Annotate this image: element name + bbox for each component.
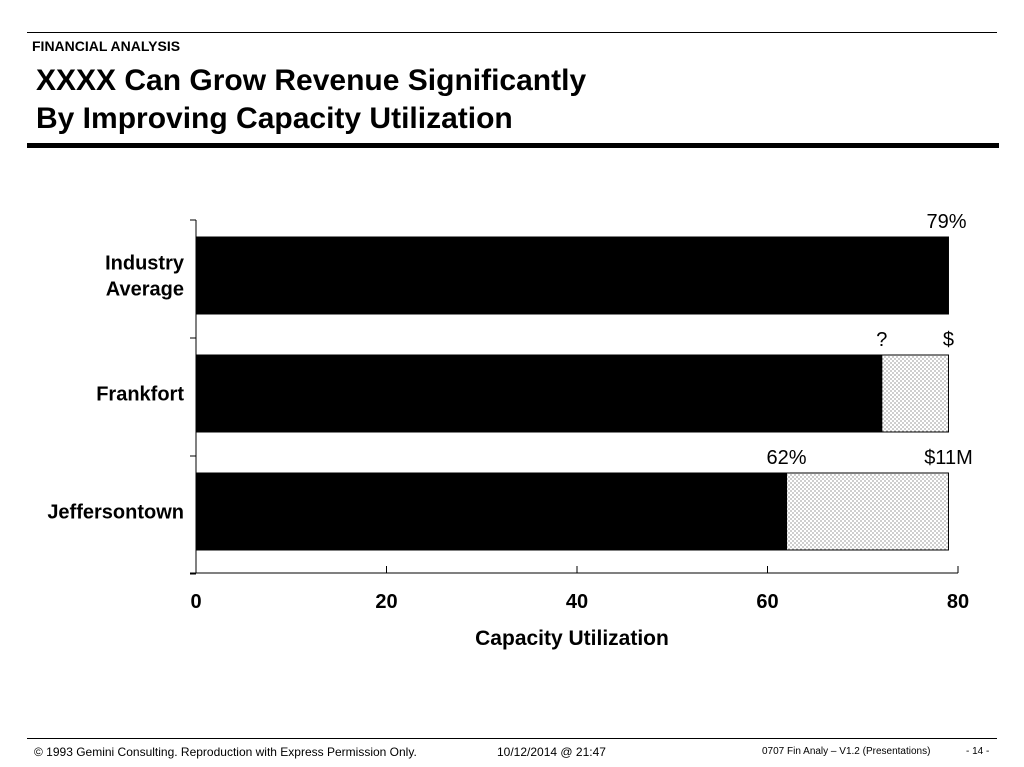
category-label: Average <box>106 279 184 301</box>
footer-rule <box>27 738 997 739</box>
footer-copyright: © 1993 Gemini Consulting. Reproduction w… <box>34 745 417 759</box>
footer-datetime: 10/12/2014 @ 21:47 <box>497 745 606 759</box>
category-label: Frankfort <box>96 384 184 406</box>
page-title: XXXX Can Grow Revenue Significantly By I… <box>36 62 586 138</box>
bar-segment-gap <box>881 354 949 433</box>
title-rule <box>27 143 999 148</box>
footer-doc-ref: 0707 Fin Analy – V1.2 (Presentations) <box>762 746 931 757</box>
bar-segment-utilization <box>195 472 788 551</box>
bar-value-label: ? <box>876 329 887 351</box>
top-rule <box>27 32 997 33</box>
bar-value-label: 79% <box>926 211 966 233</box>
bar-segment-gap <box>786 472 949 551</box>
bar-gap-label: $11M <box>924 447 973 469</box>
title-line-2: By Improving Capacity Utilization <box>36 102 513 135</box>
category-label: Jeffersontown <box>47 502 184 524</box>
x-tick-label: 0 <box>190 591 201 613</box>
section-label: FINANCIAL ANALYSIS <box>32 38 181 54</box>
x-tick-label: 40 <box>566 591 588 613</box>
bar-gap-label: $ <box>943 329 954 351</box>
bar-segment-utilization <box>195 236 949 315</box>
category-label: Industry <box>105 253 185 275</box>
bar-value-label: 62% <box>767 447 807 469</box>
x-tick-label: 60 <box>756 591 778 613</box>
title-line-1: XXXX Can Grow Revenue Significantly <box>36 64 587 97</box>
bar-segment-utilization <box>195 354 883 433</box>
x-tick-label: 80 <box>947 591 969 613</box>
x-axis-title: Capacity Utilization <box>475 627 669 650</box>
footer-page-number: - 14 - <box>966 746 990 757</box>
x-tick-label: 20 <box>375 591 397 613</box>
